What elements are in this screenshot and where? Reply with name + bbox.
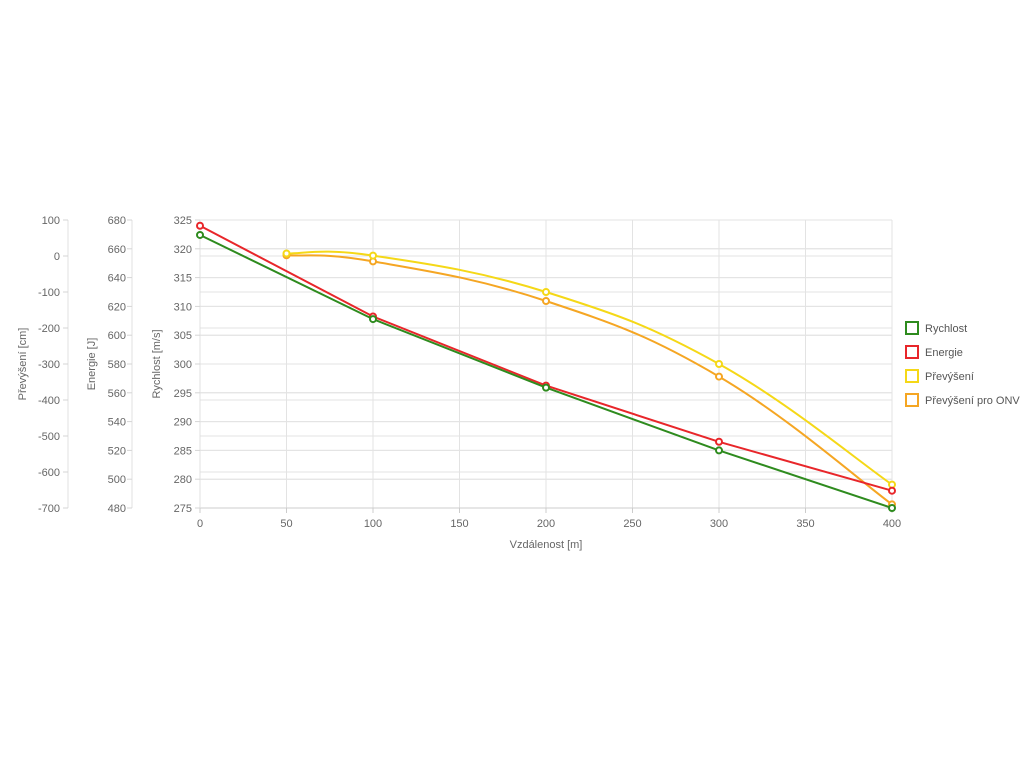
data-point-rychlost (369, 315, 377, 324)
y-tick-label-energie: 680 (108, 215, 126, 227)
data-point-energie (196, 221, 204, 230)
y-tick-label-prevyseni: -300 (38, 359, 60, 371)
y-tick-label-prevyseni: -500 (38, 431, 60, 443)
y-tick-label-prevyseni: -200 (38, 323, 60, 335)
x-tick-label: 200 (537, 518, 555, 530)
legend-swatch-rychlost[interactable] (905, 321, 919, 335)
y-tick-label-prevyseni: -100 (38, 287, 60, 299)
y-tick-label-rychlost: 315 (174, 273, 192, 285)
x-tick-label: 350 (796, 518, 814, 530)
y-tick-label-rychlost: 300 (174, 359, 192, 371)
y-tick-label-prevyseni: -600 (38, 467, 60, 479)
legend-swatch-p-ev-en-[interactable] (905, 369, 919, 383)
data-point-p-ev-en- (369, 251, 377, 260)
series-line-p-ev-en-pro-onv (286, 254, 893, 506)
series-line-p-ev-en- (286, 250, 893, 486)
data-point-p-ev-en- (542, 288, 550, 296)
data-point-p-ev-en- (282, 249, 291, 258)
y-tick-label-rychlost: 290 (174, 417, 192, 429)
y-tick-label-rychlost: 295 (174, 388, 192, 400)
x-axis-title: Vzdálenost [m] (510, 539, 583, 551)
y-tick-label-rychlost: 305 (174, 330, 192, 342)
x-tick-label: 0 (197, 518, 203, 530)
y-tick-label-energie: 500 (108, 474, 126, 486)
y-tick-label-energie: 560 (108, 388, 126, 400)
y-axis-title-energie: Energie [J] (86, 338, 98, 391)
y-tick-label-energie: 480 (108, 503, 126, 515)
y-axis-title-rychlost: Rychlost [m/s] (151, 329, 163, 398)
legend-swatch-energie[interactable] (905, 345, 919, 359)
x-tick-label: 100 (364, 518, 382, 530)
y-tick-label-energie: 520 (108, 445, 126, 457)
legend: Rychlost Energie Převýšení Převýšení pro ON… (905, 321, 1020, 407)
data-point-rychlost (196, 230, 204, 239)
legend-label-rychlost[interactable]: Rychlost (925, 323, 967, 335)
y-tick-label-rychlost: 280 (174, 474, 192, 486)
y-tick-label-rychlost: 275 (174, 503, 192, 515)
legend-label-p-ev-en-[interactable]: Převýšení (925, 371, 974, 383)
y-tick-label-energie: 660 (108, 244, 126, 256)
data-point-rychlost (715, 446, 723, 455)
data-point-p-ev-en- (888, 480, 896, 489)
y-tick-label-energie: 640 (108, 273, 126, 285)
data-point-rychlost (888, 504, 896, 512)
y-axis-title-prevyseni: Převýšení [cm] (17, 328, 29, 401)
x-tick-label: 250 (623, 518, 641, 530)
y-tick-label-rychlost: 310 (174, 301, 192, 313)
x-tick-label: 50 (280, 518, 292, 530)
axes: 0 50 100 150 200 250 300 350 400 Vzdálenost [m] 10… (17, 215, 901, 551)
y-tick-label-rychlost: 285 (174, 445, 192, 457)
data-point-rychlost (542, 383, 550, 392)
legend-label-p-ev-en-pro-onv[interactable]: Převýšení pro ONV (925, 395, 1020, 407)
y-tick-label-prevyseni: 0 (54, 251, 60, 263)
series (196, 221, 896, 512)
y-tick-label-energie: 600 (108, 330, 126, 342)
y-tick-label-energie: 620 (108, 301, 126, 313)
y-tick-label-rychlost: 325 (174, 215, 192, 227)
x-tick-label: 300 (710, 518, 728, 530)
y-tick-label-rychlost: 320 (174, 244, 192, 256)
x-tick-label: 400 (883, 518, 901, 530)
y-tick-label-energie: 540 (108, 417, 126, 429)
data-point-p-ev-en- (715, 360, 723, 368)
y-tick-label-prevyseni: -700 (38, 503, 60, 515)
y-tick-label-prevyseni: -400 (38, 395, 60, 407)
x-tick-label: 150 (450, 518, 468, 530)
y-tick-label-prevyseni: 100 (42, 215, 60, 227)
data-point-energie (888, 486, 896, 495)
data-point-p-ev-en-pro-onv (715, 372, 723, 381)
legend-swatch-p-ev-en-pro-onv[interactable] (905, 393, 919, 407)
legend-label-energie[interactable]: Energie (925, 347, 963, 359)
grid (199, 219, 893, 509)
data-point-energie (715, 437, 723, 446)
data-point-p-ev-en-pro-onv (542, 297, 550, 305)
y-tick-label-energie: 580 (108, 359, 126, 371)
